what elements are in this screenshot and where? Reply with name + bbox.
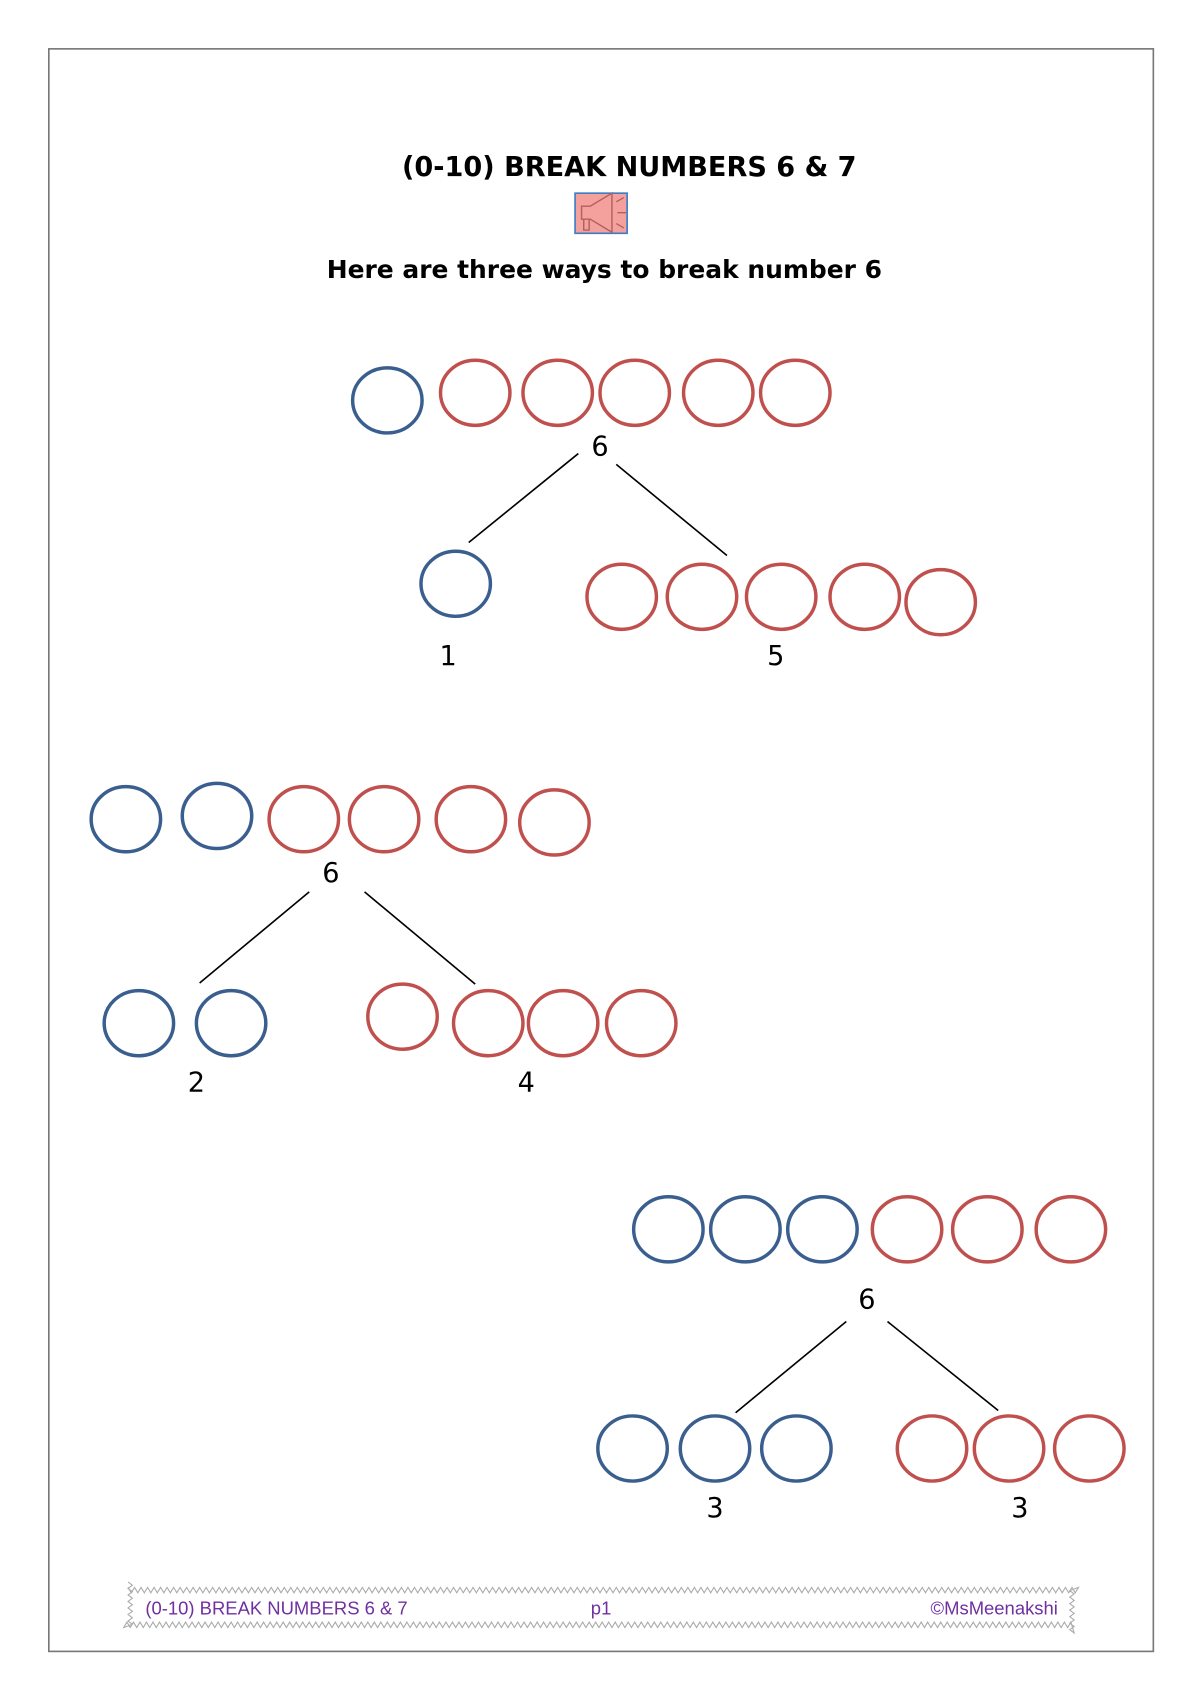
bond-line xyxy=(615,463,728,557)
red-counter xyxy=(870,1195,944,1264)
red-counter xyxy=(665,562,739,632)
red-counter xyxy=(1052,1414,1126,1483)
footer-zigzag-border xyxy=(122,1581,1080,1635)
red-counter xyxy=(521,358,595,428)
red-counter xyxy=(744,562,818,632)
blue-counter xyxy=(596,1414,670,1483)
red-counter xyxy=(828,562,902,632)
left-part-number: 2 xyxy=(188,1068,205,1099)
footer: (0-10) BREAK NUMBERS 6 & 7 p1 ©MsMeenaks… xyxy=(122,1581,1080,1635)
bond-line xyxy=(199,891,310,984)
right-part-number: 5 xyxy=(767,641,784,672)
blue-counter xyxy=(708,1195,782,1264)
number-bond-1: 6 1 5 xyxy=(350,358,978,672)
red-counter xyxy=(526,988,600,1058)
number-bond-3: 6 3 3 xyxy=(596,1195,1126,1524)
whole-number: 6 xyxy=(858,1285,875,1316)
blue-counter xyxy=(759,1414,833,1483)
blue-counter xyxy=(102,988,176,1058)
red-counter xyxy=(598,358,672,428)
blue-counter xyxy=(180,781,254,851)
red-counter xyxy=(904,567,978,637)
blue-counter xyxy=(785,1195,859,1264)
bond-line xyxy=(468,452,579,544)
red-counter xyxy=(267,784,341,854)
right-part-number: 4 xyxy=(518,1068,535,1099)
right-part-number: 3 xyxy=(1011,1493,1028,1524)
whole-number: 6 xyxy=(591,432,608,463)
red-counter xyxy=(681,358,755,428)
left-part-number: 3 xyxy=(706,1493,723,1524)
red-counter xyxy=(950,1195,1024,1264)
blue-counter xyxy=(350,366,424,435)
red-counter xyxy=(517,788,591,857)
red-counter xyxy=(451,988,525,1058)
blue-counter xyxy=(678,1414,752,1483)
footer-title: (0-10) BREAK NUMBERS 6 & 7 xyxy=(145,1598,407,1619)
blue-counter xyxy=(194,988,268,1058)
blue-counter xyxy=(631,1195,705,1264)
red-counter xyxy=(758,358,832,428)
left-part-number: 1 xyxy=(439,641,456,672)
blue-counter xyxy=(419,549,493,619)
whole-number: 6 xyxy=(322,858,339,889)
red-counter xyxy=(347,784,421,854)
red-counter xyxy=(895,1414,969,1483)
page-border xyxy=(48,48,1155,1653)
red-counter xyxy=(366,982,439,1051)
page-title: (0-10) BREAK NUMBERS 6 & 7 xyxy=(402,152,856,183)
speaker-icon[interactable] xyxy=(574,191,628,235)
red-counter xyxy=(604,988,678,1058)
bond-line xyxy=(364,891,476,985)
red-counter xyxy=(438,358,512,428)
number-bond-2: 6 2 4 xyxy=(89,781,678,1099)
footer-copyright: ©MsMeenakshi xyxy=(931,1598,1058,1619)
bond-line xyxy=(887,1320,999,1412)
instructions: Here are three ways to break number 6 xyxy=(327,255,882,284)
red-counter xyxy=(1034,1195,1108,1264)
bond-line xyxy=(735,1320,847,1414)
red-counter xyxy=(585,562,659,632)
red-counter xyxy=(434,784,508,854)
blue-counter xyxy=(89,784,163,854)
footer-page-number: p1 xyxy=(591,1598,612,1619)
red-counter xyxy=(972,1414,1046,1483)
